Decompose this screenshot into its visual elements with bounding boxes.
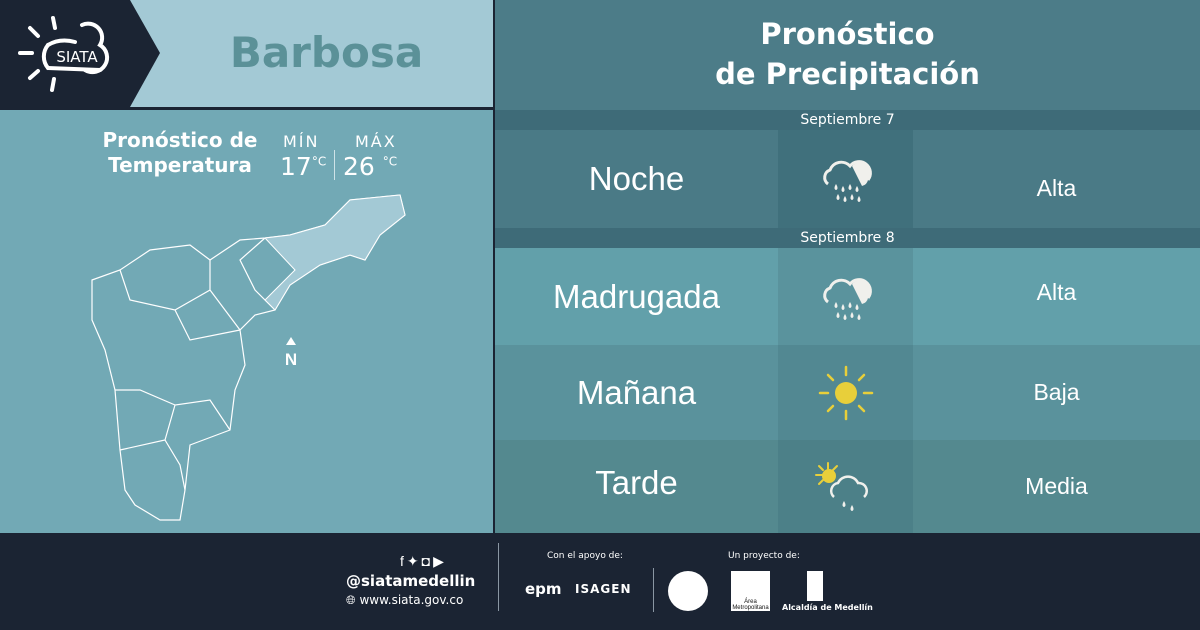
heavy-rain-icon: [778, 130, 913, 228]
temp-title-line2: Temperatura: [108, 153, 252, 177]
forecast-row: Mañana Baja: [495, 345, 1200, 440]
max-value: 26 °C: [343, 152, 397, 181]
epm-logo: epm: [525, 580, 562, 598]
min-temp: 17: [280, 152, 312, 181]
area-metropolitana-logo: Área Metropolitana: [731, 571, 770, 611]
unit: °C: [311, 154, 327, 169]
heavy-rain-icon: [778, 248, 913, 345]
precipitation-title: Pronóstico de Precipitación: [495, 14, 1200, 94]
title-line2: de Precipitación: [715, 57, 980, 91]
alcaldia-logo: Alcaldía de Medellín: [782, 603, 873, 612]
footer: [0, 533, 1200, 630]
city-header: [128, 0, 493, 107]
date-header: Septiembre 7: [495, 110, 1200, 130]
temperature-panel: [0, 110, 493, 533]
forecast-row: Tarde Media: [495, 440, 1200, 533]
sun-cloud-rain-icon: [778, 440, 913, 533]
unit: °C: [382, 154, 398, 169]
north-label: N: [285, 350, 297, 369]
period-label: Madrugada: [553, 277, 720, 315]
logo-text: SIATA: [56, 48, 98, 66]
facebook-icon[interactable]: f: [400, 553, 407, 569]
probability-level: Baja: [1033, 379, 1080, 405]
max-label: MÁX: [355, 132, 397, 151]
seal-logo: [668, 571, 708, 611]
sun-icon: [778, 345, 913, 440]
project-label: Un proyecto de:: [728, 551, 800, 561]
youtube-icon[interactable]: ▶: [433, 553, 447, 569]
twitter-icon[interactable]: ✦: [406, 553, 422, 569]
city-name: Barbosa: [229, 28, 424, 77]
forecast-row: Noche Alta: [495, 130, 1200, 228]
temp-title-line1: Pronóstico de: [102, 128, 258, 152]
probability-level: Alta: [1036, 279, 1077, 305]
divider: [498, 543, 499, 611]
temperature-title: Pronóstico de Temperatura: [90, 128, 270, 178]
max-temp: 26: [343, 152, 375, 181]
support-label: Con el apoyo de:: [547, 551, 623, 561]
globe-icon: 🌐︎: [346, 593, 356, 607]
isagen-logo: ISAGEN: [575, 582, 632, 596]
forecast-row: Madrugada Alta: [495, 248, 1200, 345]
social-icons[interactable]: f✦◘▶: [400, 553, 447, 570]
min-label: MÍN: [283, 132, 320, 151]
date-header: Septiembre 8: [495, 228, 1200, 248]
divider: [653, 568, 654, 612]
probability-level: Media: [1025, 473, 1088, 499]
siata-logo-icon: SIATA: [18, 16, 110, 92]
period-label: Noche: [588, 160, 685, 197]
website-link[interactable]: 🌐︎ www.siata.gov.co: [346, 593, 463, 608]
divider: [334, 150, 335, 180]
siata-logo[interactable]: SIATA: [0, 0, 160, 107]
north-arrow-icon: [286, 337, 296, 345]
period-label: Tarde: [595, 463, 678, 501]
period-label: Mañana: [576, 373, 697, 411]
social-handle[interactable]: @siatamedellin: [346, 572, 476, 590]
probability-level: Alta: [1036, 174, 1077, 201]
alcaldia-crest: [807, 571, 823, 601]
title-line1: Pronóstico: [760, 17, 935, 51]
barbosa-region[interactable]: [263, 194, 406, 311]
min-value: 17°C: [280, 152, 326, 181]
website-text[interactable]: www.siata.gov.co: [359, 593, 464, 607]
municipality-map: N: [91, 194, 406, 521]
instagram-icon[interactable]: ◘: [421, 553, 434, 569]
